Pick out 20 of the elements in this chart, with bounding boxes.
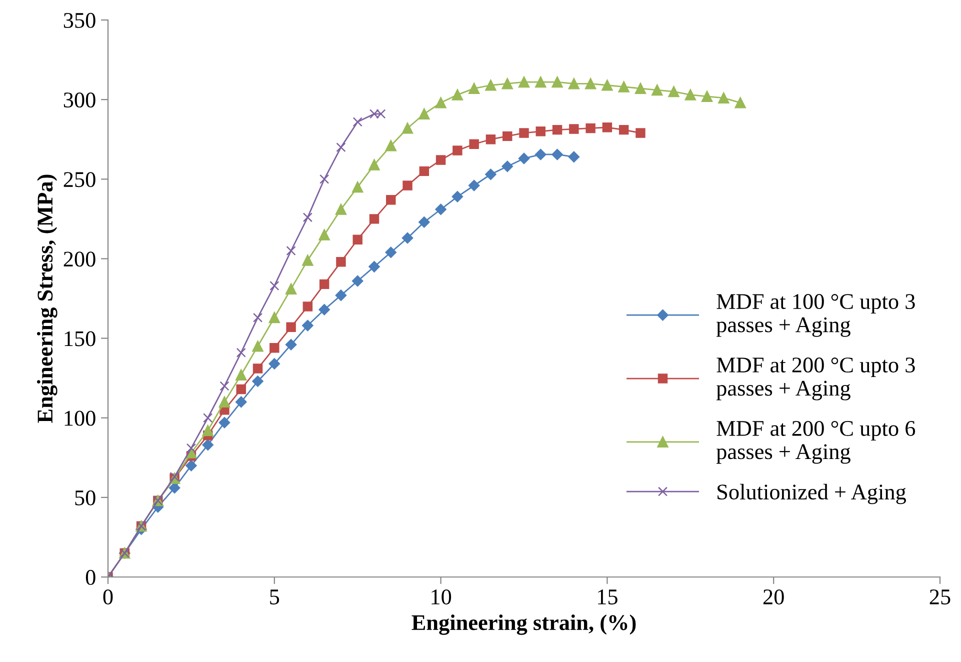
- x-tick-label: 10: [432, 589, 452, 604]
- y-tick-label: 350: [64, 12, 96, 28]
- legend-label: MDF at 200 °C upto 6 passes + Aging: [716, 420, 916, 464]
- x-tick-label: 25: [930, 590, 950, 604]
- legend-label: MDF at 200 °C upto 3 passes + Aging: [716, 358, 915, 400]
- y-tick-label: 300: [64, 92, 96, 108]
- y-tick-label: 150: [64, 331, 96, 346]
- legend-label: Solutionized + Aging: [718, 484, 906, 504]
- x-tick-label: 5: [270, 590, 280, 604]
- x-tick-label: 15: [598, 590, 618, 604]
- x-tick-label: 0: [103, 589, 113, 604]
- legend-label: MDF at 100 °C upto 3 passes + Aging: [716, 294, 915, 337]
- y-tick-label: 100: [64, 410, 96, 426]
- y-tick-label: 50: [75, 490, 96, 506]
- y-axis-title: Engineering Stress, (MPa): [36, 174, 58, 423]
- y-tick-label: 0: [86, 570, 96, 585]
- y-tick-label: 200: [64, 252, 96, 267]
- x-axis-title: Engineering strain, (%): [412, 614, 636, 635]
- y-tick-label: 250: [64, 172, 96, 188]
- x-tick-label: 20: [763, 589, 784, 604]
